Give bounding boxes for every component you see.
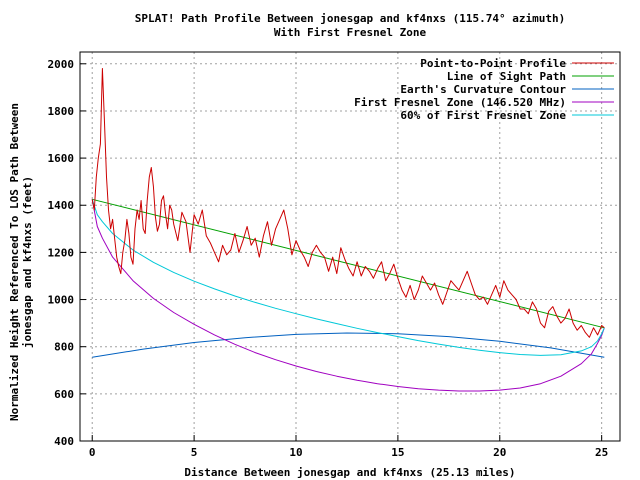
- series-line-0: [91, 68, 605, 338]
- chart-subtitle: With First Fresnel Zone: [274, 26, 427, 39]
- y-axis-label-line1: Normalized Height Referenced To LOS Path…: [8, 103, 21, 421]
- series-line-2: [92, 332, 605, 358]
- series-line-4: [91, 199, 605, 356]
- series-line-3: [91, 199, 605, 392]
- y-tick-label: 2000: [48, 58, 75, 71]
- legend-label-4: 60% of First Fresnel Zone: [400, 109, 566, 122]
- y-tick-label: 1400: [48, 199, 75, 212]
- legend-label-3: First Fresnel Zone (146.520 MHz): [354, 96, 566, 109]
- x-tick-label: 0: [89, 446, 96, 459]
- x-tick-label: 20: [493, 446, 506, 459]
- legend-label-0: Point-to-Point Profile: [420, 57, 566, 70]
- x-tick-label: 5: [191, 446, 198, 459]
- x-tick-label: 15: [391, 446, 404, 459]
- y-tick-label: 1200: [48, 246, 75, 259]
- x-tick-label: 25: [595, 446, 608, 459]
- y-tick-label: 400: [54, 435, 74, 448]
- legend-label-1: Line of Sight Path: [447, 70, 566, 83]
- legend-label-2: Earth's Curvature Contour: [400, 83, 566, 96]
- chart-title: SPLAT! Path Profile Between jonesgap and…: [135, 12, 565, 25]
- plot-frame: [79, 51, 621, 442]
- x-tick-label: 10: [289, 446, 302, 459]
- y-axis-label-line2: jonesgap and kf4nxs (feet): [21, 176, 34, 348]
- axis-ticks: 0 5 10 15 20 25 400 600 800 1000 1200 1400 1600 1800 2…: [48, 58, 609, 459]
- y-tick-label: 1000: [48, 294, 75, 307]
- y-tick-label: 600: [54, 388, 74, 401]
- x-axis-label: Distance Between jonesgap and kf4nxs (25…: [184, 466, 515, 479]
- y-tick-label: 1600: [48, 152, 75, 165]
- y-tick-label: 800: [54, 341, 74, 354]
- y-tick-label: 1800: [48, 105, 75, 118]
- series-lines: [91, 68, 605, 392]
